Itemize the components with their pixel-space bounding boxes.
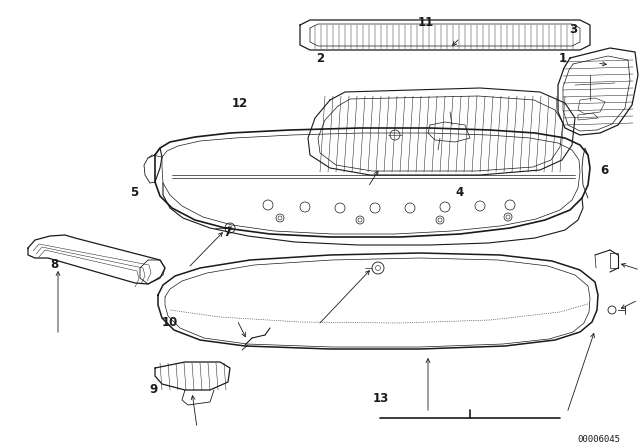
Text: 00006045: 00006045 xyxy=(577,435,620,444)
Text: 6: 6 xyxy=(601,164,609,177)
Text: 9: 9 xyxy=(150,383,157,396)
Text: 13: 13 xyxy=(372,392,389,405)
Text: 4: 4 xyxy=(456,186,463,199)
Text: 10: 10 xyxy=(161,316,178,329)
Text: 1: 1 xyxy=(559,52,567,65)
Text: 8: 8 xyxy=(51,258,58,271)
Text: 7: 7 xyxy=(223,226,231,240)
Text: 11: 11 xyxy=(417,16,434,29)
Text: 2: 2 xyxy=(316,52,324,65)
Text: 5: 5 xyxy=(131,186,138,199)
Text: 12: 12 xyxy=(232,96,248,110)
Text: 3: 3 xyxy=(569,22,577,36)
